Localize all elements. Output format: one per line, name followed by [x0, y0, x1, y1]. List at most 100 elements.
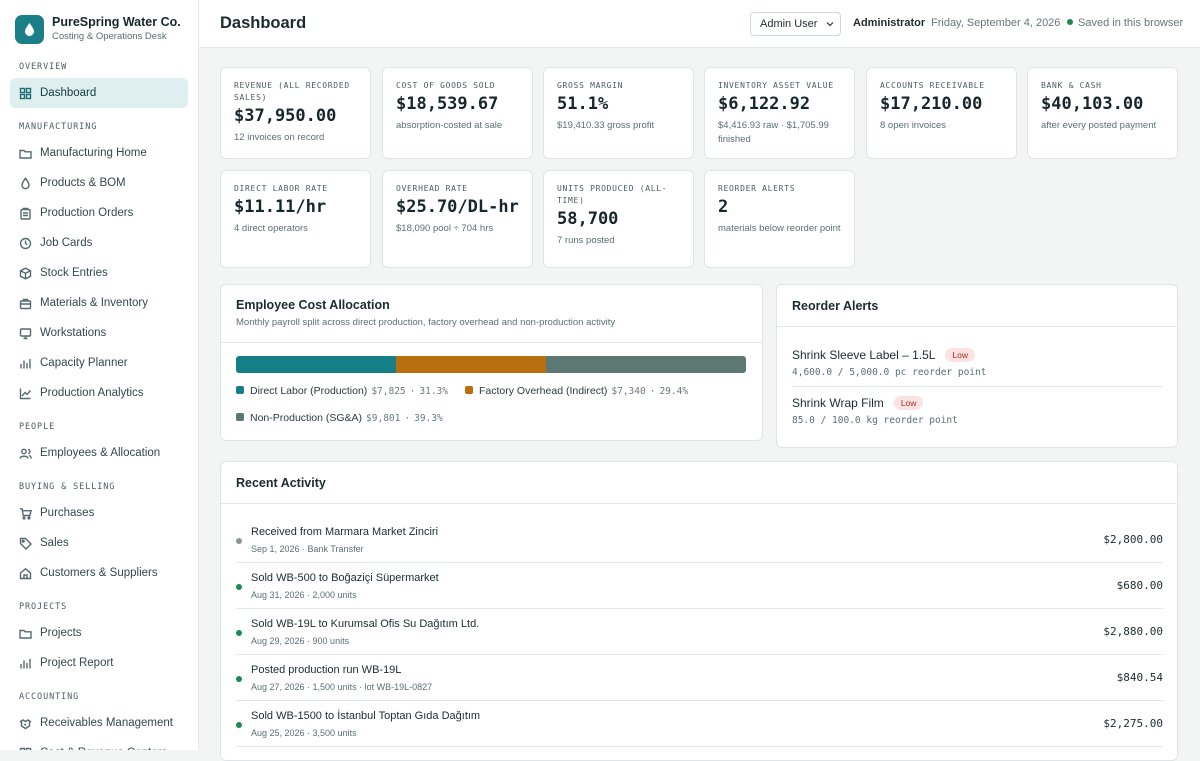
legend-item-non-production-sganda: Non-Production (SG&A) $9,801 · 39.3% — [236, 412, 443, 424]
nav-section-people: PEOPLE — [19, 422, 56, 432]
activity-amount: $840.54 — [1116, 671, 1163, 684]
low-stock-badge: Low — [945, 348, 976, 362]
sidebar-item-sales[interactable]: Sales — [10, 528, 188, 558]
sidebar-item-label: Project Report — [40, 657, 114, 669]
sidebar-item-customers-and-suppliers[interactable]: Customers & Suppliers — [10, 558, 188, 588]
activity-status-dot — [236, 630, 242, 636]
sidebar-item-job-cards[interactable]: Job Cards — [10, 228, 188, 258]
activity-meta: Aug 25, 2026 · 3,500 units — [251, 728, 357, 738]
folder-icon — [19, 149, 32, 159]
sidebar-item-project-report[interactable]: Project Report — [10, 648, 188, 678]
grid-icon — [19, 87, 32, 99]
current-date: Friday, September 4, 2026 — [931, 17, 1061, 29]
legend-percent: 31.3% — [419, 386, 448, 397]
reorder-item-name: Shrink Sleeve Label – 1.5L Low — [792, 348, 1163, 362]
kpi-card-inventory-asset-value: INVENTORY ASSET VALUE $6,122.92 $4,416.9… — [704, 67, 855, 159]
activity-row[interactable]: Sold WB-500 to Boğaziçi Süpermarket Aug … — [236, 563, 1163, 609]
monitor-icon — [19, 327, 32, 339]
kpi-subtext: 7 runs posted — [557, 235, 615, 246]
sidebar-item-label: Purchases — [40, 507, 95, 519]
legend-amount: $7,340 — [611, 386, 646, 397]
briefcase-icon — [19, 298, 32, 309]
save-status: Saved in this browser — [1067, 17, 1183, 29]
sidebar-item-production-orders[interactable]: Production Orders — [10, 198, 188, 228]
kpi-card-bank-and-cash: BANK & CASH $40,103.00 after every poste… — [1027, 67, 1178, 159]
sidebar-item-label: Materials & Inventory — [40, 297, 149, 309]
activity-status-dot — [236, 538, 242, 544]
material-name: Shrink Wrap Film — [792, 396, 884, 410]
kpi-value: 51.1% — [557, 94, 609, 114]
sidebar-item-stock-entries[interactable]: Stock Entries — [10, 258, 188, 288]
reorder-item[interactable]: Shrink Sleeve Label – 1.5L Low 4,600.0 /… — [792, 348, 1163, 387]
sidebar-item-projects[interactable]: Projects — [10, 618, 188, 648]
brand-subtitle: Costing & Operations Desk — [52, 31, 167, 42]
sidebar-item-cost-and-revenue-centers[interactable]: Cost & Revenue Centers — [10, 738, 188, 750]
user-select-value: Admin User — [760, 18, 818, 30]
activity-row[interactable]: Sold WB-19L to Kurumsal Ofis Su Dağıtım … — [236, 609, 1163, 655]
kpi-label: REVENUE (ALL RECORDED SALES) — [234, 81, 350, 102]
activity-title: Sold WB-19L to Kurumsal Ofis Su Dağıtım … — [251, 618, 480, 630]
activity-amount: $680.00 — [1116, 579, 1163, 592]
legend-separator: · — [409, 386, 416, 397]
grid-icon — [19, 747, 32, 750]
sidebar-item-dashboard[interactable]: Dashboard — [10, 78, 188, 108]
material-name: Shrink Sleeve Label – 1.5L — [792, 348, 936, 362]
sidebar-item-materials-and-inventory[interactable]: Materials & Inventory — [10, 288, 188, 318]
sidebar-item-employees-and-allocation[interactable]: Employees & Allocation — [10, 438, 188, 468]
bar-chart-icon — [20, 358, 31, 368]
sidebar-item-label: Production Analytics — [40, 387, 144, 399]
legend-swatch — [236, 386, 244, 394]
sidebar-item-label: Manufacturing Home — [40, 147, 147, 159]
kpi-card-overhead-rate: OVERHEAD RATE $25.70/DL-hr $18,090 pool … — [382, 170, 533, 268]
save-status-text: Saved in this browser — [1078, 17, 1184, 29]
activity-status-dot — [236, 676, 242, 682]
sidebar-item-label: Job Cards — [40, 237, 93, 249]
kpi-subtext: 4 direct operators — [234, 223, 308, 234]
activity-title: Received from Marmara Market Zinciri — [251, 526, 439, 538]
activity-meta: Aug 29, 2026 · 900 units — [251, 636, 350, 646]
sidebar-item-capacity-planner[interactable]: Capacity Planner — [10, 348, 188, 378]
kpi-value: $6,122.92 — [718, 94, 811, 114]
legend-percent: 29.4% — [659, 386, 689, 397]
sidebar-item-purchases[interactable]: Purchases — [10, 498, 188, 528]
brand: PureSpring Water Co. Costing & Operation… — [0, 0, 198, 58]
employee-cost-allocation-panel: Employee Cost Allocation Monthly payroll… — [220, 284, 763, 441]
kpi-label: ACCOUNTS RECEIVABLE — [880, 81, 985, 90]
cart-icon — [20, 507, 32, 520]
sidebar-item-label: Dashboard — [40, 87, 97, 99]
panel-title: Employee Cost Allocation — [236, 298, 390, 312]
activity-amount: $2,880.00 — [1103, 625, 1163, 638]
activity-row[interactable]: Posted production run WB-19L Aug 27, 202… — [236, 655, 1163, 701]
panel-title: Reorder Alerts — [792, 299, 879, 313]
sidebar-item-production-analytics[interactable]: Production Analytics — [10, 378, 188, 408]
user-select[interactable]: Admin User — [750, 12, 841, 36]
panel-subtitle: Monthly payroll split across direct prod… — [236, 317, 616, 328]
page-title: Dashboard — [220, 14, 307, 32]
panel-title: Recent Activity — [236, 476, 326, 490]
reorder-item-meta: 85.0 / 100.0 kg reorder point — [792, 415, 958, 426]
low-stock-badge: Low — [893, 396, 924, 410]
legend-item-direct-labor-production: Direct Labor (Production) $7,825 · 31.3% — [236, 385, 448, 397]
activity-row[interactable]: Received from Marmara Market Zinciri Sep… — [236, 517, 1163, 563]
sidebar-item-workstations[interactable]: Workstations — [10, 318, 188, 348]
activity-row[interactable]: Sold WB-1500 to İstanbul Toptan Gıda Dağ… — [236, 701, 1163, 747]
legend-separator: · — [649, 386, 656, 397]
kpi-value: $18,539.67 — [396, 94, 499, 114]
activity-meta: Aug 31, 2026 · 2,000 units — [251, 590, 357, 600]
sidebar-item-products-and-bom[interactable]: Products & BOM — [10, 168, 188, 198]
kpi-label: INVENTORY ASSET VALUE — [718, 81, 834, 90]
sidebar-nav: OVERVIEW Dashboard MANUFACTURING Manufac… — [0, 60, 198, 750]
activity-meta: Sep 1, 2026 · Bank Transfer — [251, 544, 364, 554]
reorder-item[interactable]: Shrink Wrap Film Low 85.0 / 100.0 kg reo… — [792, 396, 1163, 426]
users-icon — [19, 448, 32, 459]
kpi-label: GROSS MARGIN — [557, 81, 624, 90]
panel-header: Employee Cost Allocation Monthly payroll… — [221, 285, 762, 343]
reorder-item-meta: 4,600.0 / 5,000.0 pc reorder point — [792, 367, 987, 378]
legend-label: Direct Labor (Production) — [250, 385, 368, 397]
sidebar-item-receivables-management[interactable]: Receivables Management — [10, 708, 188, 738]
nav-section-projects: PROJECTS — [19, 602, 68, 612]
sidebar-item-manufacturing-home[interactable]: Manufacturing Home — [10, 138, 188, 168]
handshake-icon — [19, 718, 32, 729]
nav-section-buying-and-selling: BUYING & SELLING — [19, 482, 116, 492]
legend-percent: 39.3% — [414, 413, 443, 424]
